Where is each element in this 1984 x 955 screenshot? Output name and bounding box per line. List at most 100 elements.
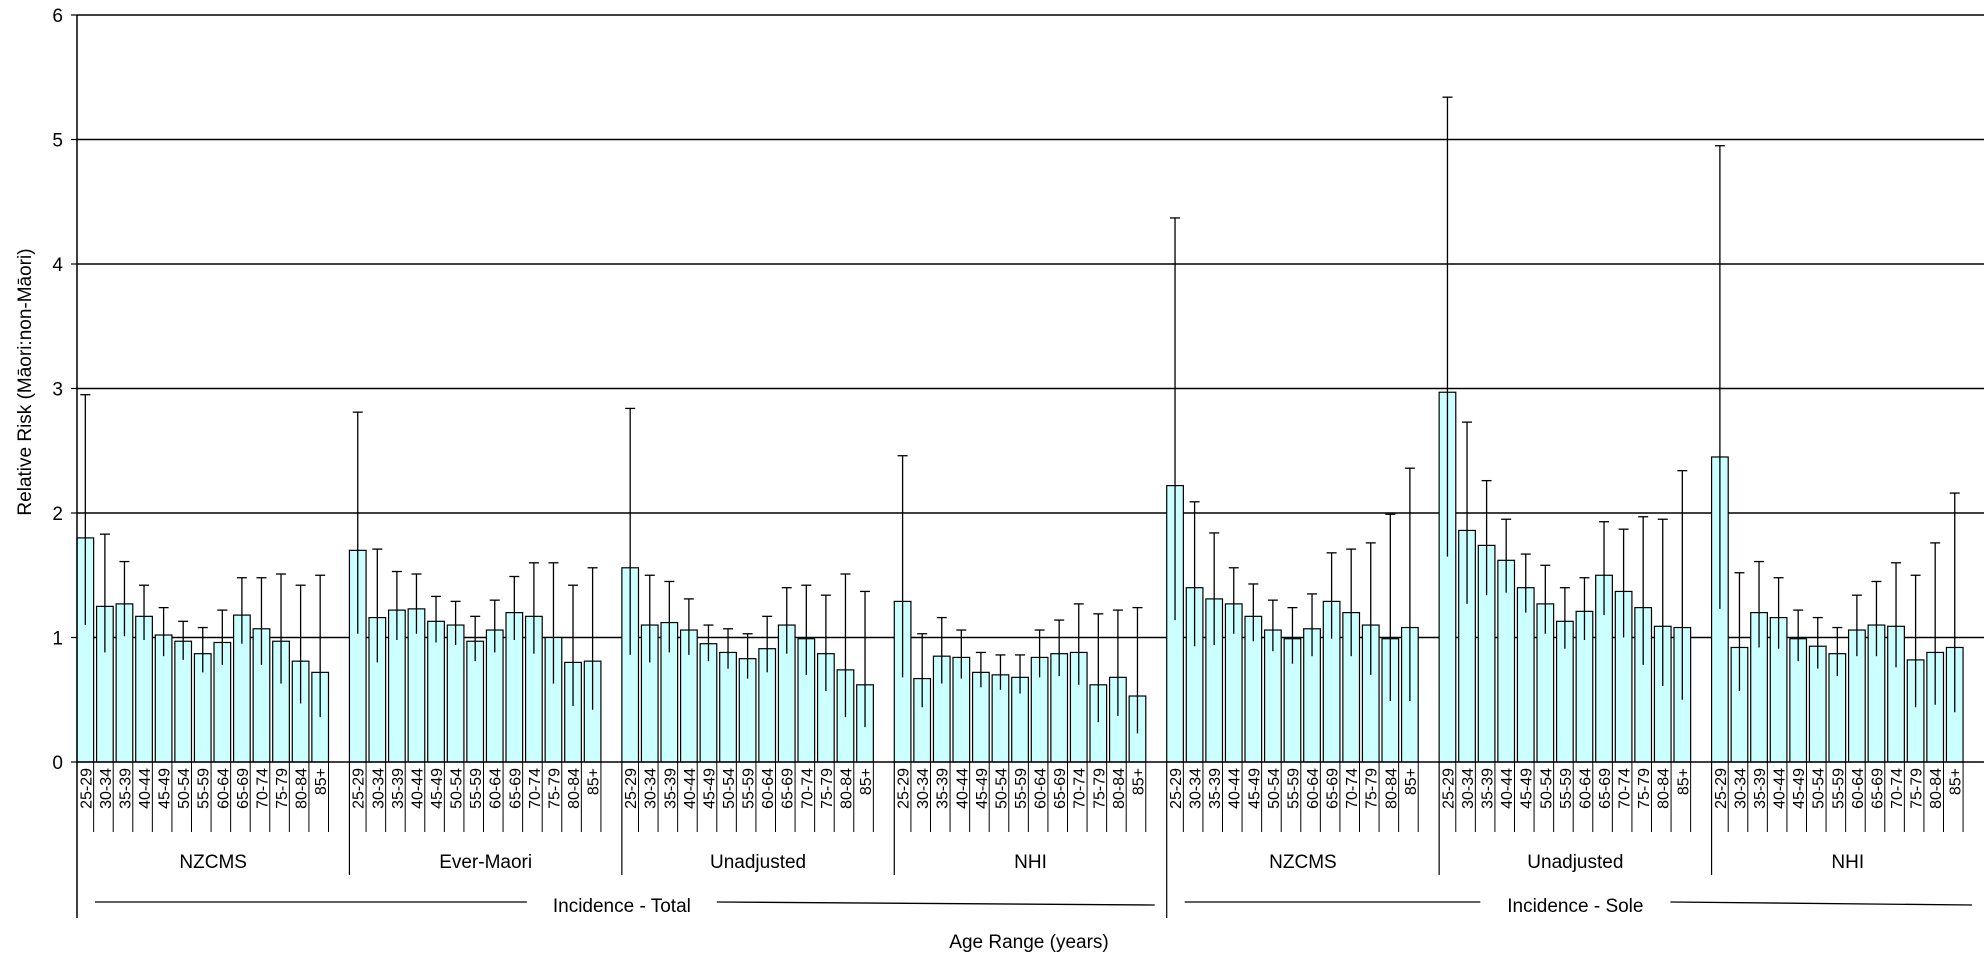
x-tick-label: 50-54 xyxy=(1538,768,1555,809)
x-tick-label: 65-69 xyxy=(507,768,524,809)
bar xyxy=(699,643,718,763)
group-label: NZCMS xyxy=(179,852,247,873)
x-tick-label: 55-59 xyxy=(468,768,485,809)
x-tick-label: 80-84 xyxy=(1656,768,1673,809)
x-tick-label: 85+ xyxy=(1403,768,1420,795)
x-tick-label: 25-29 xyxy=(896,768,913,809)
x-tick-label: 30-34 xyxy=(98,768,115,809)
x-tick-label: 35-39 xyxy=(1752,768,1769,809)
x-tick-label: 30-34 xyxy=(370,768,387,809)
x-tick-label: 75-79 xyxy=(819,768,836,809)
x-tick-label: 40-44 xyxy=(682,768,699,809)
x-tick-label: 70-74 xyxy=(254,768,271,809)
x-tick-label: 60-64 xyxy=(488,768,505,809)
x-tick-label: 50-54 xyxy=(1266,768,1283,809)
x-tick-label: 70-74 xyxy=(527,768,544,809)
x-tick-label: 40-44 xyxy=(409,768,426,809)
group-label: Unadjusted xyxy=(710,852,806,873)
super-group-label: Incidence - Total xyxy=(553,896,691,917)
x-tick-label: 80-84 xyxy=(1383,768,1400,809)
bars xyxy=(76,96,1964,763)
bar xyxy=(719,651,737,763)
x-tick-label: 25-29 xyxy=(1440,768,1457,809)
x-tick-label: 45-49 xyxy=(701,768,718,809)
x-tick-label: 65-69 xyxy=(235,768,252,809)
x-tick-label: 65-69 xyxy=(1052,768,1069,809)
x-tick-label: 45-49 xyxy=(157,768,174,809)
group-label: NZCMS xyxy=(1269,852,1337,873)
x-tick-label: 40-44 xyxy=(954,768,971,809)
x-tick-label: 30-34 xyxy=(1188,768,1205,809)
x-tick-label: 60-64 xyxy=(1577,768,1594,809)
axes xyxy=(71,14,1984,918)
x-tick-label: 35-39 xyxy=(390,768,407,809)
x-tick-label: 75-79 xyxy=(274,768,291,809)
x-tick-label: 75-79 xyxy=(1909,768,1926,809)
x-tick-label: 55-59 xyxy=(196,768,213,809)
x-tick-label: 55-59 xyxy=(1013,768,1030,809)
x-tick-label: 85+ xyxy=(1130,768,1147,795)
x-tick-label: 25-29 xyxy=(1713,768,1730,809)
x-tick-label: 60-64 xyxy=(1033,768,1050,809)
x-tick-label: 85+ xyxy=(858,768,875,795)
x-tick-label: 25-29 xyxy=(1168,768,1185,809)
x-tick-label: 70-74 xyxy=(1344,768,1361,809)
x-tick-label: 75-79 xyxy=(1364,768,1381,809)
x-tick-label: 35-39 xyxy=(117,768,134,809)
x-tick-label: 40-44 xyxy=(1499,768,1516,809)
group-label: NHI xyxy=(1014,852,1047,873)
x-tick-label: 45-49 xyxy=(429,768,446,809)
x-tick-label: 60-64 xyxy=(1850,768,1867,809)
x-tick-label: 70-74 xyxy=(1889,768,1906,809)
super-group-bracket xyxy=(716,901,1155,906)
x-tick-label: 30-34 xyxy=(643,768,660,809)
group-label: NHI xyxy=(1831,852,1864,873)
x-tick-label: 50-54 xyxy=(1811,768,1828,809)
x-tick-label: 65-69 xyxy=(1869,768,1886,809)
x-tick-label: 35-39 xyxy=(1207,768,1224,809)
x-tick-label: 80-84 xyxy=(294,768,311,809)
x-tick-label: 25-29 xyxy=(351,768,368,809)
x-tick-label: 50-54 xyxy=(721,768,738,809)
x-tick-label: 80-84 xyxy=(1111,768,1128,809)
x-tick-label: 35-39 xyxy=(1480,768,1497,809)
x-tick-label: 55-59 xyxy=(1558,768,1575,809)
x-tick-label: 65-69 xyxy=(1597,768,1614,809)
x-tick-label: 50-54 xyxy=(993,768,1010,809)
x-tick-label: 60-64 xyxy=(760,768,777,809)
x-tick-label: 60-64 xyxy=(215,768,232,809)
x-tick-label: 80-84 xyxy=(566,768,583,809)
x-tick-label: 65-69 xyxy=(1325,768,1342,809)
x-tick-label: 25-29 xyxy=(78,768,95,809)
super-group-label: Incidence - Sole xyxy=(1507,896,1643,917)
x-tick-label: 85+ xyxy=(586,768,603,795)
x-tick-label: 30-34 xyxy=(1732,768,1749,809)
x-tick-label: 85+ xyxy=(1948,768,1965,795)
x-tick-label: 45-49 xyxy=(1246,768,1263,809)
y-tick-label: 5 xyxy=(52,131,63,152)
y-tick-label: 4 xyxy=(52,255,63,276)
x-tick-label: 55-59 xyxy=(741,768,758,809)
x-tick-label: 45-49 xyxy=(1791,768,1808,809)
x-tick-label: 40-44 xyxy=(1772,768,1789,809)
y-tick-label: 0 xyxy=(52,753,63,774)
x-tick-label: 70-74 xyxy=(1617,768,1634,809)
x-tick-label: 45-49 xyxy=(974,768,991,809)
group-label: Unadjusted xyxy=(1527,852,1623,873)
x-tick-label: 45-49 xyxy=(1519,768,1536,809)
x-tick-label: 85+ xyxy=(1675,768,1692,795)
y-axis-title: Relative Risk (Māori:non-Māori) xyxy=(15,248,36,515)
x-tick-label: 70-74 xyxy=(799,768,816,809)
y-tick-label: 3 xyxy=(52,380,63,401)
bar xyxy=(1516,587,1535,763)
x-tick-label: 40-44 xyxy=(1227,768,1244,809)
x-tick-label: 30-34 xyxy=(915,768,932,809)
x-tick-label: 55-59 xyxy=(1830,768,1847,809)
x-tick-label: 55-59 xyxy=(1285,768,1302,809)
x-axis-title: Age Range (years) xyxy=(949,932,1108,953)
x-tick-label: 85+ xyxy=(313,768,330,795)
x-tick-label: 30-34 xyxy=(1460,768,1477,809)
x-tick-label: 75-79 xyxy=(546,768,563,809)
